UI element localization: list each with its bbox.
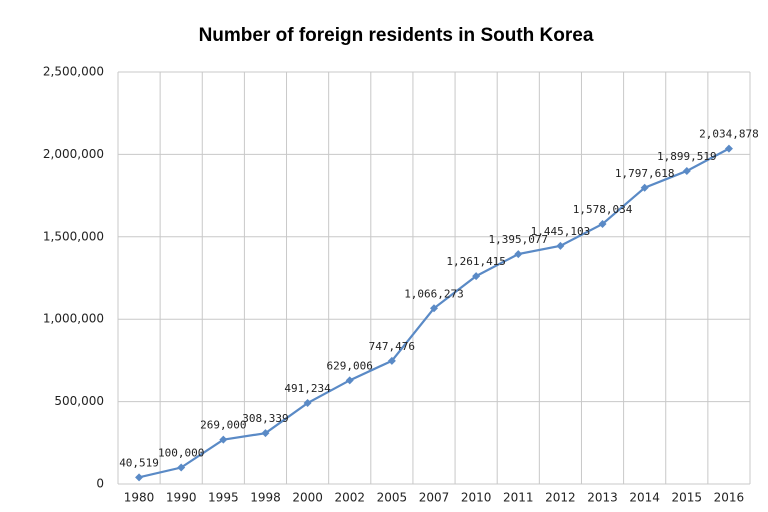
data-label: 1,445,103 [531,225,591,238]
data-label: 1,899,519 [657,150,717,163]
y-tick-label: 2,500,000 [43,65,104,79]
data-label: 308,339 [242,412,288,425]
x-tick-label: 2000 [292,491,323,505]
data-label: 629,006 [327,359,373,372]
point-marker [682,166,691,175]
point-marker [598,219,607,228]
point-marker [303,399,312,408]
data-label: 1,066,273 [404,287,464,300]
x-tick-label: 2015 [672,491,703,505]
chart-title: Number of foreign residents in South Kor… [199,25,594,46]
point-marker [472,272,481,281]
x-tick-label: 2010 [461,491,492,505]
data-label: 747,476 [369,340,415,353]
y-tick-label: 1,000,000 [43,312,104,326]
point-marker [514,250,523,259]
point-marker [724,144,733,153]
point-marker [177,463,186,472]
y-tick-label: 1,500,000 [43,229,104,243]
x-tick-label: 2013 [587,491,618,505]
data-label: 1,395,077 [488,233,548,246]
data-label: 100,000 [158,447,204,460]
point-marker [345,376,354,385]
y-tick-label: 500,000 [54,394,104,408]
x-tick-label: 2016 [714,491,745,505]
data-label: 2,034,878 [699,128,759,141]
point-marker [640,183,649,192]
point-marker [135,473,144,482]
x-tick-label: 2007 [419,491,450,505]
data-label: 1,797,618 [615,167,675,180]
y-tick-label: 0 [96,477,104,491]
point-marker [261,429,270,438]
point-marker [556,241,565,250]
data-label: 1,578,034 [573,203,633,216]
point-marker [219,435,228,444]
x-tick-label: 2012 [545,491,576,505]
point-marker [430,304,438,313]
x-tick-label: 1998 [250,491,281,505]
x-tick-label: 2005 [377,491,408,505]
data-label: 1,261,415 [446,255,506,268]
x-tick-label: 1980 [124,491,155,505]
x-tick-label: 1990 [166,491,197,505]
point-marker [387,356,396,365]
data-label: 269,000 [200,419,246,432]
x-tick-label: 2014 [629,491,660,505]
x-tick-label: 2002 [334,491,365,505]
data-label: 40,519 [119,456,159,469]
x-tick-label: 2011 [503,491,534,505]
x-tick-label: 1995 [208,491,239,505]
y-tick-label: 2,000,000 [43,147,104,161]
data-label: 491,234 [284,382,331,395]
